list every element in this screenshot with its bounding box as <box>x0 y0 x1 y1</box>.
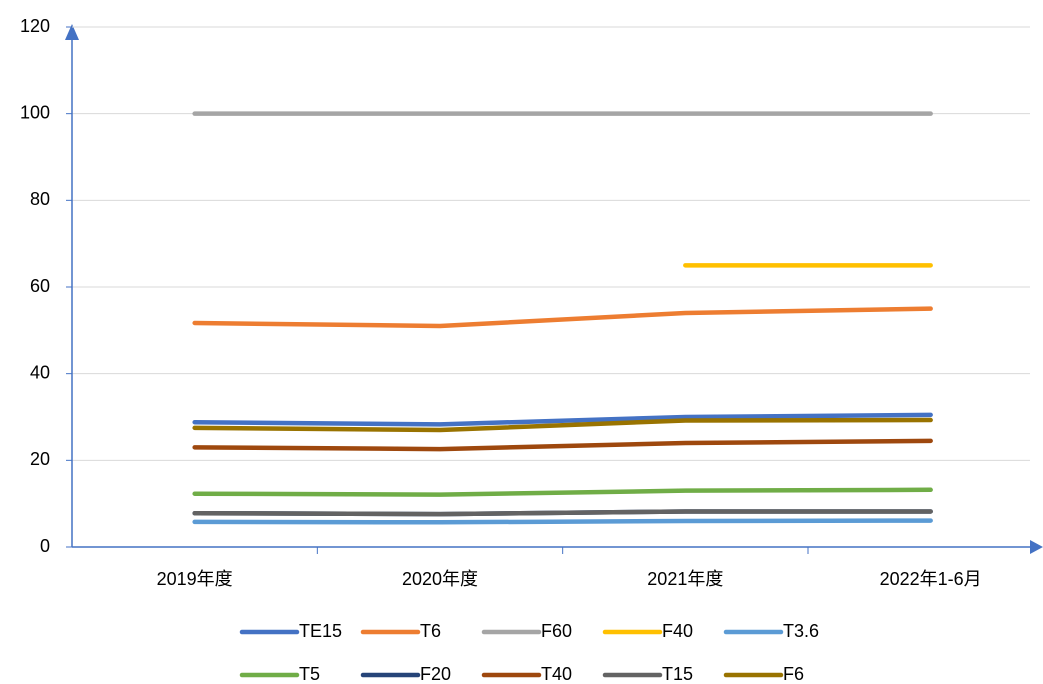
x-tick-label: 2021年度 <box>647 569 723 589</box>
legend-label: T5 <box>299 664 320 684</box>
series-line <box>192 438 933 452</box>
series-line <box>192 417 933 433</box>
legend-label: T3.6 <box>783 621 819 641</box>
legend-label: F60 <box>541 621 572 641</box>
legend-label: TE15 <box>299 621 342 641</box>
x-tick-label: 2022年1-6月 <box>880 569 982 589</box>
y-tick-label: 60 <box>30 276 50 296</box>
x-axis-arrow <box>1030 540 1043 554</box>
x-tick-label: 2019年度 <box>157 569 233 589</box>
legend-label: T6 <box>420 621 441 641</box>
series-line <box>192 487 933 497</box>
y-tick-label: 20 <box>30 449 50 469</box>
series-line <box>192 518 933 525</box>
y-tick-label: 100 <box>20 102 50 122</box>
y-tick-label: 40 <box>30 362 50 382</box>
series-line <box>192 509 933 517</box>
legend-label: T15 <box>662 664 693 684</box>
series-line <box>192 306 933 329</box>
y-tick-label: 80 <box>30 189 50 209</box>
legend-label: F6 <box>783 664 804 684</box>
legend-label: F20 <box>420 664 451 684</box>
series-line <box>192 412 933 427</box>
legend-label: F40 <box>662 621 693 641</box>
legend-label: T40 <box>541 664 572 684</box>
x-tick-label: 2020年度 <box>402 569 478 589</box>
y-tick-label: 120 <box>20 16 50 36</box>
y-tick-label: 0 <box>40 536 50 556</box>
